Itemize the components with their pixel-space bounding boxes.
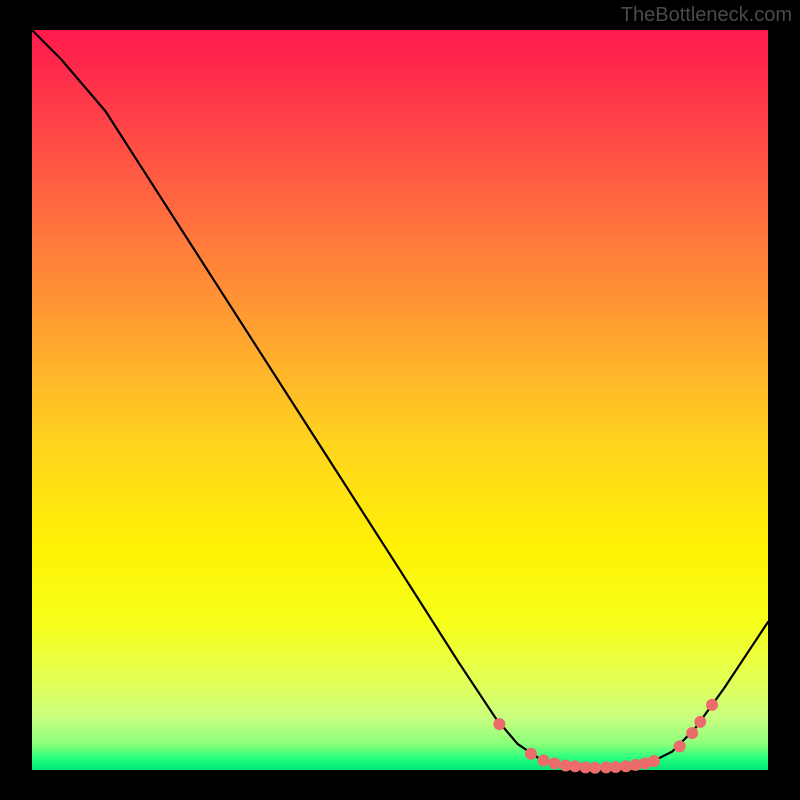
- plot-area: [32, 30, 768, 770]
- marker-point: [695, 716, 706, 727]
- marker-point: [707, 699, 718, 710]
- marker-point: [570, 761, 581, 772]
- marker-point: [648, 756, 659, 767]
- marker-point: [549, 758, 560, 769]
- marker-point: [590, 762, 601, 773]
- marker-point: [610, 762, 621, 773]
- marker-point: [526, 748, 537, 759]
- marker-group: [494, 699, 718, 773]
- marker-point: [538, 755, 549, 766]
- marker-point: [687, 728, 698, 739]
- curve-svg: [32, 30, 768, 770]
- bottleneck-curve: [32, 30, 768, 768]
- watermark-text: TheBottleneck.com: [621, 4, 792, 27]
- marker-point: [494, 719, 505, 730]
- marker-point: [674, 741, 685, 752]
